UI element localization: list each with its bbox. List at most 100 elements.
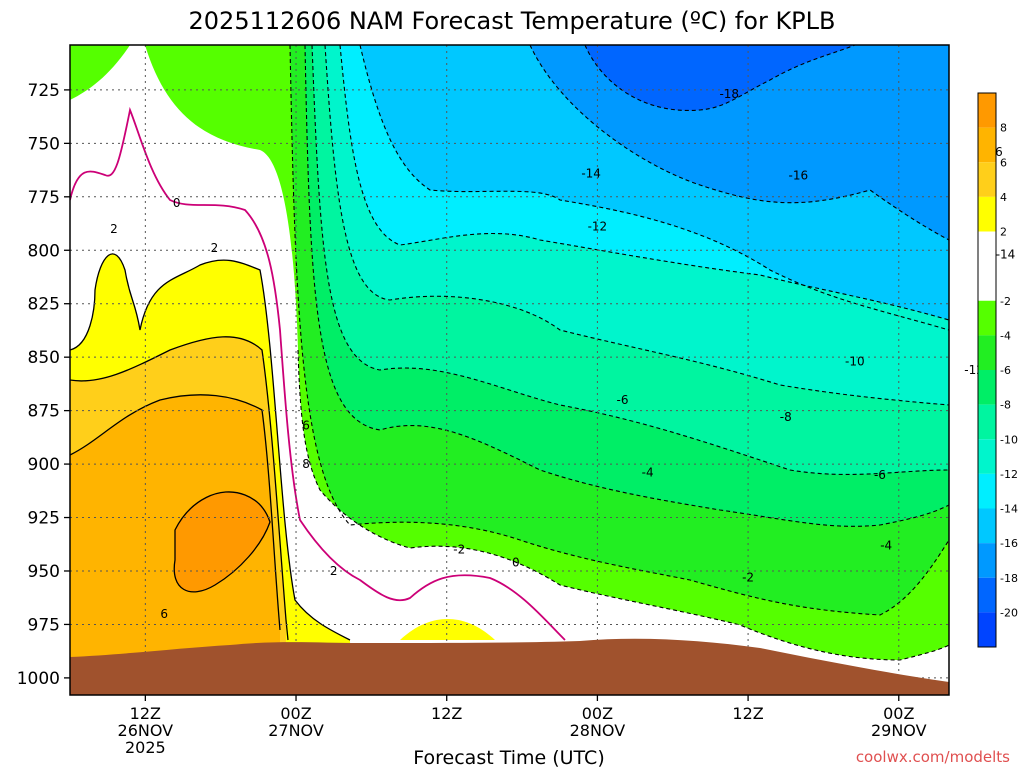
contour-label: -16: [789, 168, 809, 182]
contour-label: -2: [453, 543, 465, 557]
y-tick-label: 1000: [17, 669, 60, 689]
region-m2-p2: [70, 45, 949, 695]
colorbar-swatch: [978, 300, 996, 336]
contour-label: -4: [880, 538, 892, 552]
colorbar-swatch: [978, 196, 996, 232]
colorbar-label: 4: [1000, 191, 1007, 204]
colorbar-label: -6: [1000, 364, 1011, 377]
contour-4: [70, 336, 289, 641]
y-tick-label: 775: [28, 188, 60, 208]
terrain: [70, 638, 949, 695]
contour-label: -2: [742, 570, 754, 584]
colorbar-label: 8: [1000, 122, 1007, 135]
x-axis-label: Forecast Time (UTC): [413, 747, 604, 768]
region-p2-p4-b: [400, 619, 495, 640]
contour-label: -18: [719, 87, 739, 101]
colorbar-label: -4: [1000, 329, 1011, 342]
colorbar-label: -12: [1000, 468, 1018, 481]
contour-label: -10: [845, 354, 865, 368]
colorbar-swatch: [978, 473, 996, 509]
y-tick-label: 850: [28, 348, 60, 368]
colorbar-swatch: [978, 162, 996, 197]
y-tick-label: 925: [28, 509, 60, 529]
contour-label: -14: [996, 248, 1016, 262]
contour-2: [70, 253, 351, 641]
contour-label: -4: [642, 466, 654, 480]
y-tick-label: 975: [28, 615, 60, 635]
contour-lines: [70, 45, 949, 661]
colorbar-label: -20: [1000, 606, 1018, 619]
contour-m2: [297, 349, 949, 661]
contour-m16: [529, 45, 949, 241]
contour-8: [173, 491, 271, 593]
y-tick-label: 800: [28, 241, 60, 261]
contour-m4: [289, 45, 949, 616]
colorbar-label: -18: [1000, 572, 1018, 585]
contour-label: 2: [330, 564, 338, 578]
colorbar-swatch: [978, 404, 996, 440]
contour-m12: [339, 45, 949, 321]
y-axis: 725 750 775 800 825 850 875 900 925 950 975 1000: [17, 81, 70, 689]
contour-m10: [324, 45, 949, 406]
contour-label: 0: [512, 555, 520, 569]
y-tick-label: 900: [28, 455, 60, 475]
colorbar-label: -10: [1000, 433, 1018, 446]
colorbar-swatch: [978, 335, 996, 370]
contour-label: -14: [581, 166, 601, 180]
colorbar-swatch: [978, 93, 996, 128]
x-tick-label: 12Z: [130, 704, 161, 723]
y-tick-label: 825: [28, 295, 60, 315]
x-tick-label: 00Z: [883, 704, 914, 723]
colorbar-swatch: [978, 543, 996, 578]
x-tick-label: 2025: [125, 738, 166, 757]
contour-label: -8: [780, 410, 792, 424]
colorbar-label: 6: [1000, 156, 1007, 169]
contour-label: -12: [588, 220, 608, 234]
plot-fill: [70, 45, 949, 695]
x-tick-label: 29NOV: [871, 721, 927, 740]
contour-m6: [304, 45, 949, 527]
region-m20-m18: [585, 45, 855, 111]
colorbar-label: -8: [1000, 399, 1011, 412]
y-tick-label: 950: [28, 562, 60, 582]
y-tick-label: 725: [28, 81, 60, 101]
colorbar: 8 6 4 2 -2 -4 -6 -8 -10 -12 -14 -16 -18 -20: [977, 92, 1018, 648]
y-tick-label: 875: [28, 402, 60, 422]
x-tick-label: 28NOV: [570, 721, 626, 740]
x-tick-label: 12Z: [431, 704, 462, 723]
source-credit[interactable]: coolwx.com/modelts: [856, 748, 1010, 766]
colorbar-swatch: [978, 612, 996, 647]
x-tick-label: 12Z: [732, 704, 763, 723]
contour-label: 2: [110, 222, 118, 236]
contour-label: -6: [874, 468, 886, 482]
contour-m14: [359, 45, 949, 331]
x-tick-label: 00Z: [280, 704, 311, 723]
colorbar-label: -2: [1000, 295, 1011, 308]
region-p8-p10: [174, 491, 270, 592]
colorbar-label: 2: [1000, 226, 1007, 239]
colorbar-swatch: [978, 231, 996, 301]
contour-label: 0: [173, 196, 181, 210]
x-tick-label: 00Z: [582, 704, 613, 723]
contour-m18: [584, 45, 856, 112]
contour-label: -6: [617, 393, 629, 407]
colorbar-swatch: [978, 508, 996, 544]
colorbar-label: -16: [1000, 537, 1018, 550]
contour-label: 2: [211, 241, 219, 255]
colorbar-label: -14: [1000, 503, 1018, 516]
contour-labels: 0226862-20-2-4-4-6-6-8-8-10-12-12-14-14-…: [110, 87, 1015, 621]
x-tick-label: 27NOV: [268, 721, 324, 740]
contour-m8: [311, 45, 949, 475]
colorbar-swatch: [978, 370, 996, 405]
x-tick-label: 26NOV: [118, 721, 174, 740]
colorbar-swatch: [978, 577, 996, 613]
contour-label: 8: [302, 457, 310, 471]
y-tick-label: 750: [28, 134, 60, 154]
colorbar-swatch: [978, 439, 996, 474]
contour-0-left: [70, 106, 566, 641]
colorbar-frame: [977, 92, 997, 648]
chart-title: 2025112606 NAM Forecast Temperature (ºC)…: [189, 7, 836, 35]
colorbar-swatch: [978, 127, 996, 163]
